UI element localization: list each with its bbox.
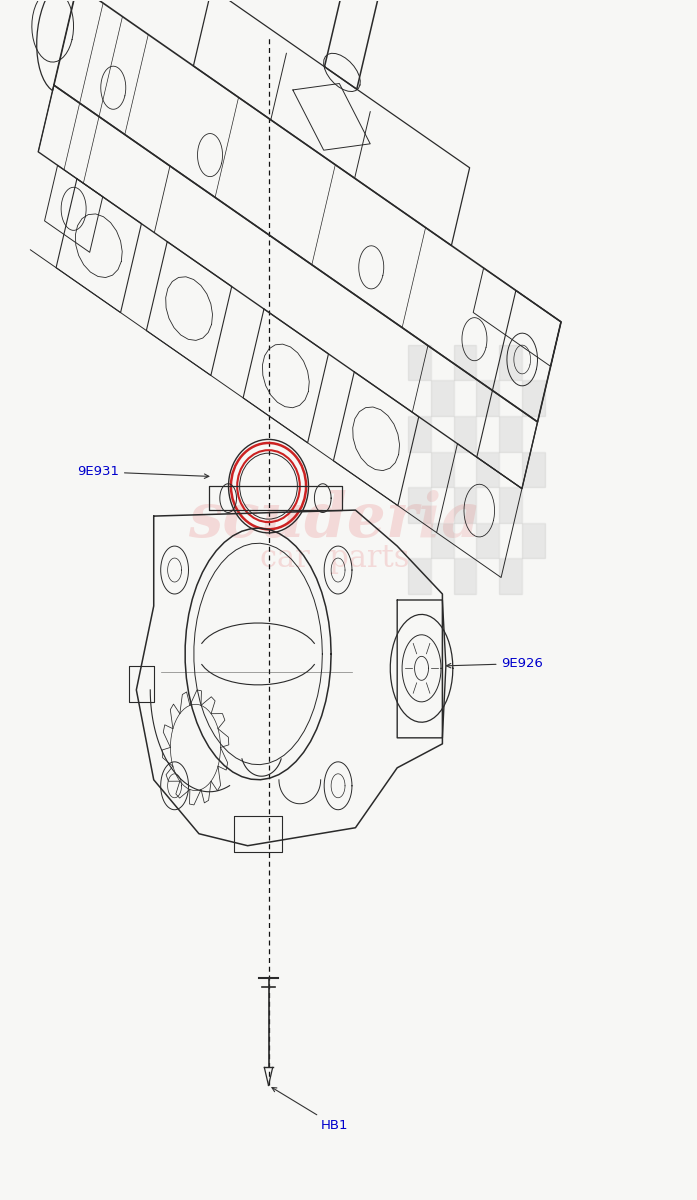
Bar bbox=[408, 487, 431, 523]
Bar bbox=[477, 487, 500, 523]
Bar bbox=[454, 380, 477, 416]
Bar bbox=[477, 416, 500, 451]
Text: 9E931: 9E931 bbox=[77, 466, 209, 479]
Bar bbox=[431, 523, 454, 558]
Bar bbox=[454, 344, 477, 380]
Bar bbox=[477, 558, 500, 594]
Bar bbox=[408, 380, 431, 416]
Text: HB1: HB1 bbox=[272, 1087, 348, 1132]
Bar bbox=[408, 416, 431, 451]
Bar bbox=[523, 558, 545, 594]
Bar bbox=[431, 451, 454, 487]
Bar bbox=[500, 558, 523, 594]
Bar bbox=[523, 523, 545, 558]
Bar bbox=[454, 451, 477, 487]
Bar bbox=[408, 344, 431, 380]
Bar bbox=[431, 380, 454, 416]
Bar bbox=[477, 344, 500, 380]
Bar bbox=[523, 416, 545, 451]
Bar bbox=[477, 451, 500, 487]
Bar bbox=[500, 380, 523, 416]
Bar bbox=[523, 487, 545, 523]
Bar bbox=[408, 523, 431, 558]
Bar bbox=[454, 523, 477, 558]
Bar bbox=[431, 344, 454, 380]
Bar bbox=[523, 380, 545, 416]
Bar bbox=[408, 558, 431, 594]
Bar bbox=[454, 416, 477, 451]
Bar bbox=[408, 451, 431, 487]
Bar bbox=[500, 451, 523, 487]
Bar bbox=[477, 380, 500, 416]
Bar bbox=[500, 487, 523, 523]
Bar bbox=[477, 523, 500, 558]
Text: car  parts: car parts bbox=[260, 542, 409, 574]
Text: 9E926: 9E926 bbox=[446, 658, 544, 670]
Bar bbox=[431, 487, 454, 523]
Bar bbox=[523, 344, 545, 380]
Bar bbox=[454, 558, 477, 594]
Text: scuderia: scuderia bbox=[188, 490, 481, 550]
Bar bbox=[500, 416, 523, 451]
Bar bbox=[454, 487, 477, 523]
Bar bbox=[431, 558, 454, 594]
Bar bbox=[523, 451, 545, 487]
Bar bbox=[431, 416, 454, 451]
Bar bbox=[500, 344, 523, 380]
Bar bbox=[500, 523, 523, 558]
